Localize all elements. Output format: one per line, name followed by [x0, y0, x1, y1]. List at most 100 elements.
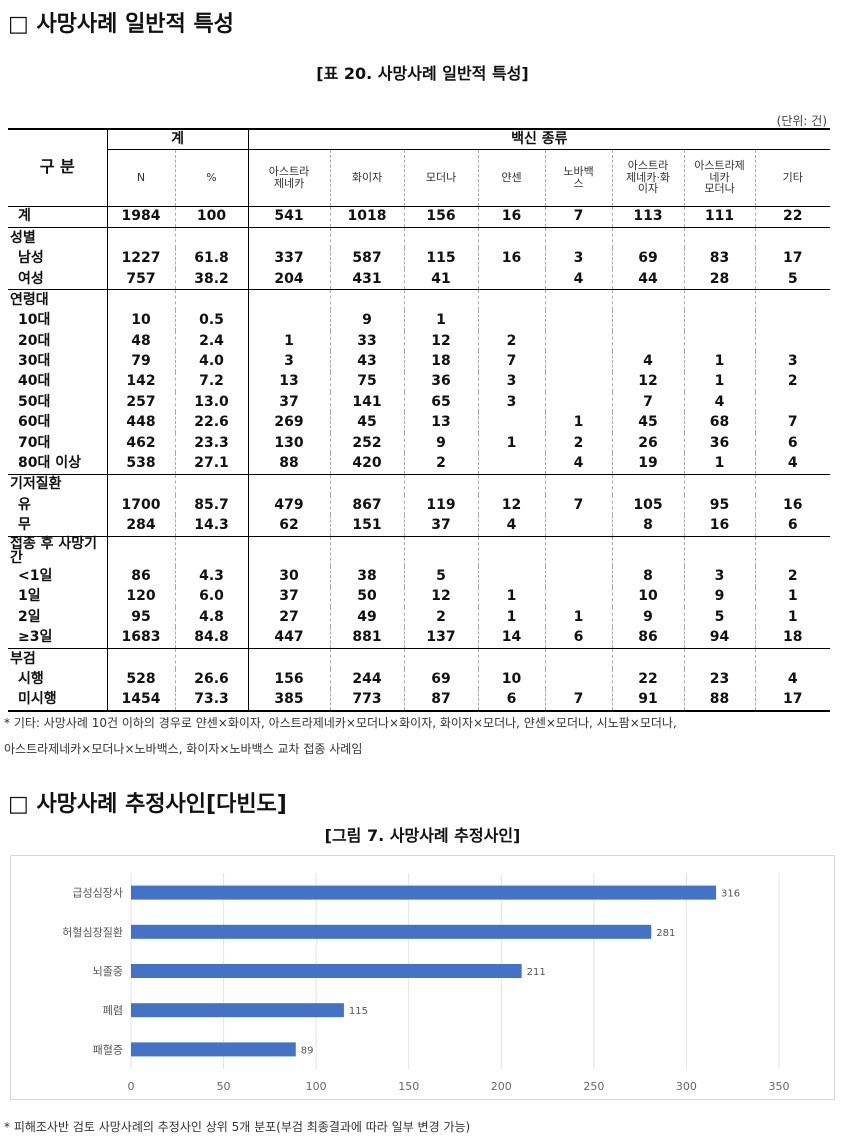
- table-cell: 75: [329, 371, 405, 393]
- table-cell: 83: [683, 248, 756, 269]
- table-row: 2일 95 4.8 27 49 2 1 1 9 5 1: [8, 606, 831, 628]
- table-cell: [683, 330, 756, 352]
- row-label: 50대: [18, 393, 51, 410]
- table-cell: [247, 474, 331, 495]
- table-cell: [544, 515, 613, 537]
- row-label: 시행: [18, 670, 44, 687]
- table-cell: 1: [477, 606, 546, 628]
- table-cell: 13: [247, 371, 331, 393]
- table-cell: [477, 566, 546, 587]
- section-label: 성별: [10, 229, 36, 246]
- table-cell: 3: [247, 351, 331, 372]
- table-cell: 13.0: [174, 392, 249, 413]
- table-row: 50대 257 13.0 37 141 65 3 7 4: [8, 392, 831, 413]
- row-label: 2일: [18, 608, 41, 625]
- table-cell: 38.2: [174, 268, 249, 290]
- table-cell: [174, 536, 249, 567]
- header-cell: %: [174, 149, 249, 206]
- table-cell: 16: [754, 494, 831, 516]
- table-cell: [329, 227, 405, 249]
- section-label: 부검: [10, 650, 36, 667]
- table-cell: 1: [544, 606, 613, 628]
- row-label: 60대: [18, 414, 51, 431]
- y-tick-label: 급성심장사: [72, 887, 123, 900]
- table-row: 40대 142 7.2 13 75 36 3 12 1 2: [8, 371, 831, 393]
- table-row: 남성 1227 61.8 337 587 115 16 3 69 83 17: [8, 248, 831, 269]
- table-cell: [329, 289, 405, 311]
- table-row: 부검: [8, 648, 831, 670]
- x-tick-label: 350: [769, 1080, 790, 1093]
- table-cell: 7.2: [174, 371, 249, 393]
- section-label: 연령대: [10, 291, 49, 308]
- table-cell: [754, 330, 831, 352]
- table-row: 유 1700 85.7 479 867 119 12 7 105 95 16: [8, 494, 831, 516]
- table-cell: 431: [329, 268, 405, 290]
- table-cell: 16: [477, 248, 546, 269]
- table-row: 80대 이상 538 27.1 88 420 2 4 19 1 4: [8, 453, 831, 475]
- row-label: 남성: [18, 250, 44, 267]
- row-label: 10대: [18, 312, 51, 329]
- table-cell: 43: [329, 351, 405, 372]
- table-cell: 36: [403, 371, 479, 393]
- table-cell: 9: [683, 586, 756, 607]
- header-cell: 백신 종류: [247, 129, 831, 150]
- table-cell: 61.8: [174, 248, 249, 269]
- table-cell: [247, 310, 331, 331]
- table-cell: [174, 227, 249, 249]
- table-cell: 3: [683, 566, 756, 587]
- table-cell: 6: [544, 627, 613, 649]
- table-cell: 2: [754, 371, 831, 393]
- table-cell: 23: [683, 669, 756, 690]
- x-tick-label: 250: [583, 1080, 604, 1093]
- table-cell: 2: [754, 566, 831, 587]
- section-title: □ 사망사례 추정사인[다빈도]: [8, 792, 287, 817]
- table-cell: [544, 474, 613, 495]
- table-cell: 94: [683, 627, 756, 649]
- table-cell: [544, 371, 613, 393]
- table-cell: 3: [544, 248, 613, 269]
- x-tick-label: 100: [306, 1080, 327, 1093]
- table-cell: 3: [754, 351, 831, 372]
- value-label: 316: [721, 889, 740, 900]
- table-cell: 538: [106, 453, 175, 475]
- table-cell: 65: [403, 392, 479, 413]
- table-cell: 86: [611, 627, 685, 649]
- table-cell: [544, 310, 613, 331]
- table-cell: [477, 474, 546, 495]
- header-cell: 계: [106, 129, 249, 150]
- table-cell: 1: [754, 586, 831, 607]
- x-tick-label: 300: [676, 1080, 697, 1093]
- table-cell: 1018: [329, 206, 405, 228]
- table-cell: 111: [683, 206, 756, 228]
- header-cell: 기타: [754, 149, 831, 206]
- table-cell: 156: [247, 669, 331, 690]
- table-cell: [611, 536, 685, 567]
- table-cell: 4: [611, 351, 685, 372]
- table-cell: [683, 310, 756, 331]
- table-cell: [544, 289, 613, 311]
- table-cell: [247, 648, 331, 670]
- header-cell: 노바백 스: [544, 149, 613, 206]
- bar: [131, 964, 522, 978]
- table-cell: 5: [683, 606, 756, 628]
- table-row: 70대 462 23.3 130 252 9 1 2 26 36 6: [8, 432, 831, 454]
- table-cell: 23.3: [174, 432, 249, 454]
- table-cell: 28: [683, 268, 756, 290]
- row-label: 70대: [18, 434, 51, 451]
- table-cell: 10: [477, 669, 546, 690]
- table-cell: [544, 648, 613, 670]
- row-label: 1일: [18, 588, 41, 605]
- table-cell: 4: [754, 669, 831, 690]
- table-cell: 5: [403, 566, 479, 587]
- table-cell: [403, 536, 479, 567]
- table-row: 접종 후 사망기간: [8, 536, 831, 567]
- table-cell: 22: [611, 669, 685, 690]
- table-row: 시행 528 26.6 156 244 69 10 22 23 4: [8, 669, 831, 690]
- table-cell: 44: [611, 268, 685, 290]
- table-cell: [403, 648, 479, 670]
- table-cell: 257: [106, 392, 175, 413]
- table-cell: 3: [477, 392, 546, 413]
- table-cell: 757: [106, 268, 175, 290]
- table-cell: 33: [329, 330, 405, 352]
- row-label: 80대 이상: [18, 455, 81, 472]
